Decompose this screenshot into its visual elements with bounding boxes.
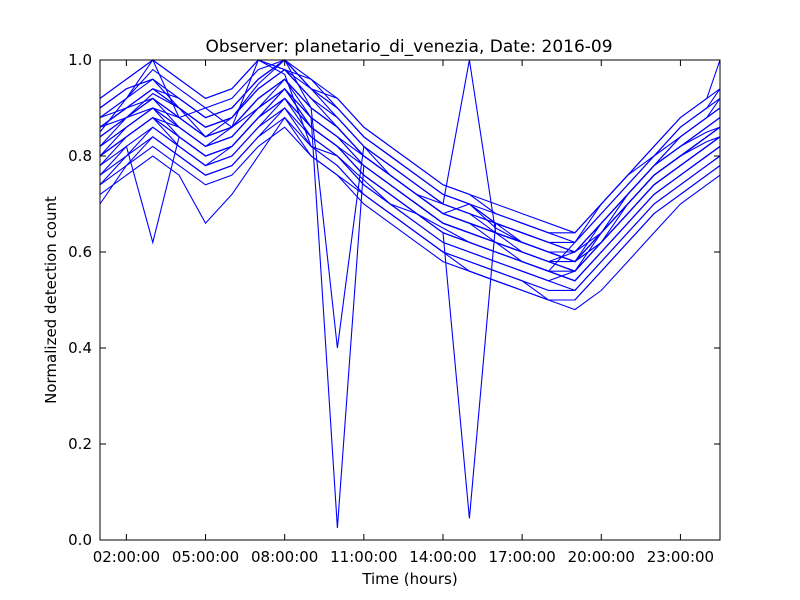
series-line-22 <box>99 59 721 244</box>
x-axis-label: Time (hours) <box>361 570 457 588</box>
y-tick-label-3: 0.4 <box>68 339 92 357</box>
y-tick-label-1: 0.0 <box>68 531 92 549</box>
y-tick-label-2: 0.2 <box>68 435 92 453</box>
x-tick-label-4: 11:00:00 <box>330 548 397 566</box>
x-tick-label-7: 20:00:00 <box>568 548 635 566</box>
y-axis-label: Normalized detection count <box>42 196 60 404</box>
plot-frame <box>99 59 721 541</box>
x-tick-label-2: 05:00:00 <box>172 548 239 566</box>
y-axis: 0.0 0.2 0.4 0.6 0.8 1.0 <box>68 51 720 549</box>
y-tick-label-4: 0.6 <box>68 243 92 261</box>
x-tick-label-8: 23:00:00 <box>647 548 714 566</box>
chart-title: Observer: planetario_di_venezia, Date: 2… <box>205 37 612 57</box>
x-tick-label-5: 14:00:00 <box>409 548 476 566</box>
x-tick-label-6: 17:00:00 <box>488 548 555 566</box>
y-tick-label-6: 1.0 <box>68 51 92 69</box>
series-line-29 <box>99 97 721 272</box>
x-tick-label-1: 02:00:00 <box>93 548 160 566</box>
series-line-28 <box>99 59 721 234</box>
series-layer <box>99 58 721 529</box>
series-line-30 <box>99 78 721 263</box>
series-line-27 <box>99 126 721 301</box>
series-line-23 <box>99 116 721 291</box>
x-tick-label-3: 08:00:00 <box>251 548 318 566</box>
x-axis: 02:00:00 05:00:00 08:00:00 11:00:00 14:00:00… <box>93 60 714 566</box>
y-tick-label-5: 0.8 <box>68 147 92 165</box>
